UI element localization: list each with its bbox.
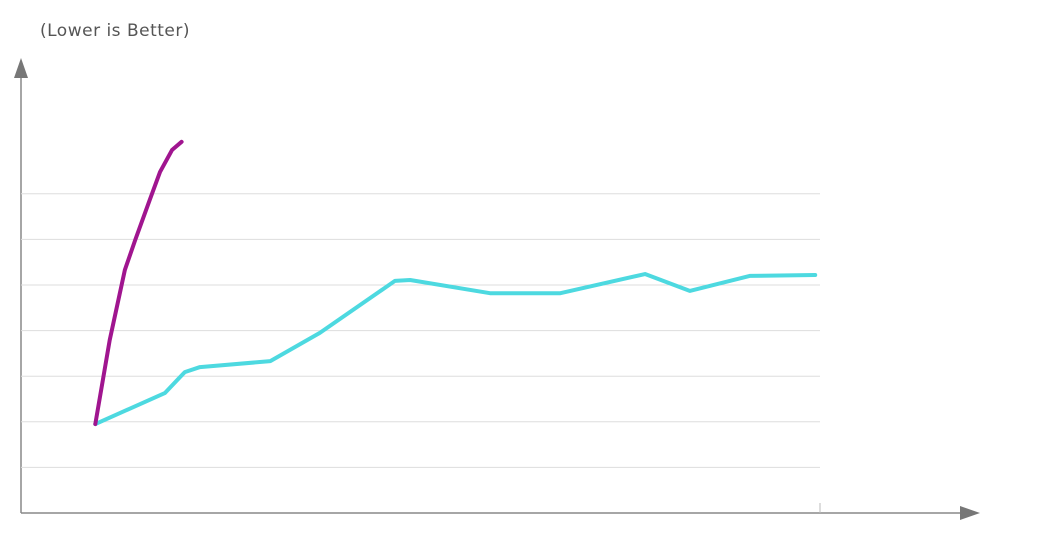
chart-subtitle: (Lower is Better): [40, 21, 190, 41]
series-line: [93, 272, 818, 427]
y-axis-arrow: [14, 58, 28, 78]
x-axis-arrow: [960, 506, 980, 520]
series-line: [93, 139, 184, 427]
axes: [14, 58, 980, 520]
